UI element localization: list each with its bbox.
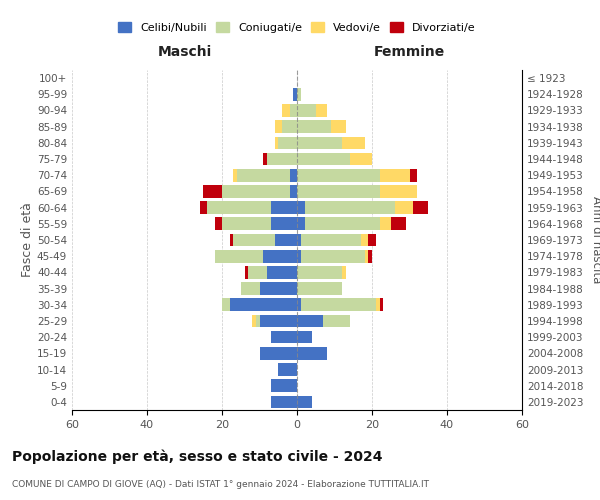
Bar bbox=[275, 120, 282, 133]
Bar bbox=[222, 185, 290, 198]
Bar bbox=[215, 250, 263, 262]
Bar bbox=[316, 104, 327, 117]
Bar bbox=[229, 298, 297, 311]
Bar bbox=[297, 234, 301, 246]
Bar bbox=[260, 282, 297, 295]
Bar bbox=[380, 298, 383, 311]
Bar bbox=[297, 185, 380, 198]
Bar bbox=[301, 250, 365, 262]
Bar bbox=[260, 347, 297, 360]
Text: Femmine: Femmine bbox=[374, 44, 445, 59]
Bar bbox=[297, 88, 301, 101]
Bar bbox=[271, 218, 297, 230]
Bar bbox=[263, 152, 267, 166]
Bar bbox=[342, 266, 346, 278]
Bar bbox=[275, 136, 278, 149]
Bar bbox=[271, 331, 297, 344]
Y-axis label: Fasce di età: Fasce di età bbox=[21, 202, 34, 278]
Text: Maschi: Maschi bbox=[157, 44, 212, 59]
Bar bbox=[237, 169, 290, 181]
Bar bbox=[297, 347, 327, 360]
Text: Popolazione per età, sesso e stato civile - 2024: Popolazione per età, sesso e stato civil… bbox=[12, 450, 383, 464]
Bar bbox=[297, 266, 342, 278]
Bar bbox=[349, 152, 372, 166]
Bar bbox=[278, 136, 297, 149]
Bar bbox=[267, 266, 297, 278]
Bar bbox=[233, 169, 237, 181]
Bar bbox=[241, 282, 260, 295]
Bar bbox=[323, 314, 349, 328]
Bar bbox=[256, 314, 260, 328]
Bar bbox=[305, 202, 395, 214]
Bar bbox=[380, 218, 391, 230]
Bar bbox=[252, 314, 256, 328]
Bar bbox=[297, 104, 316, 117]
Bar bbox=[395, 202, 413, 214]
Bar bbox=[290, 169, 297, 181]
Bar bbox=[368, 234, 376, 246]
Bar bbox=[271, 202, 297, 214]
Bar bbox=[203, 185, 222, 198]
Bar bbox=[199, 202, 207, 214]
Bar bbox=[297, 314, 323, 328]
Legend: Celibi/Nubili, Coniugati/e, Vedovi/e, Divorziati/e: Celibi/Nubili, Coniugati/e, Vedovi/e, Di… bbox=[114, 18, 480, 38]
Bar bbox=[290, 185, 297, 198]
Bar bbox=[301, 234, 361, 246]
Bar bbox=[368, 250, 372, 262]
Bar bbox=[271, 396, 297, 408]
Bar bbox=[229, 234, 233, 246]
Bar bbox=[222, 218, 271, 230]
Bar bbox=[248, 266, 267, 278]
Bar bbox=[271, 380, 297, 392]
Bar bbox=[233, 234, 275, 246]
Text: COMUNE DI CAMPO DI GIOVE (AQ) - Dati ISTAT 1° gennaio 2024 - Elaborazione TUTTIT: COMUNE DI CAMPO DI GIOVE (AQ) - Dati IST… bbox=[12, 480, 429, 489]
Bar bbox=[207, 202, 271, 214]
Bar bbox=[365, 250, 368, 262]
Bar bbox=[391, 218, 406, 230]
Bar bbox=[290, 104, 297, 117]
Bar bbox=[278, 363, 297, 376]
Bar bbox=[297, 396, 312, 408]
Bar bbox=[215, 218, 222, 230]
Bar bbox=[282, 104, 290, 117]
Bar bbox=[297, 282, 342, 295]
Bar bbox=[245, 266, 248, 278]
Bar bbox=[222, 298, 229, 311]
Bar bbox=[293, 88, 297, 101]
Bar bbox=[263, 250, 297, 262]
Bar bbox=[380, 169, 409, 181]
Bar bbox=[342, 136, 365, 149]
Y-axis label: Anni di nascita: Anni di nascita bbox=[590, 196, 600, 284]
Bar bbox=[297, 250, 301, 262]
Bar bbox=[331, 120, 346, 133]
Bar bbox=[297, 202, 305, 214]
Bar bbox=[301, 298, 376, 311]
Bar bbox=[380, 185, 417, 198]
Bar bbox=[260, 314, 297, 328]
Bar bbox=[361, 234, 368, 246]
Bar bbox=[275, 234, 297, 246]
Bar bbox=[297, 298, 301, 311]
Bar bbox=[267, 152, 297, 166]
Bar bbox=[413, 202, 428, 214]
Bar bbox=[297, 120, 331, 133]
Bar bbox=[297, 169, 380, 181]
Bar bbox=[297, 218, 305, 230]
Bar bbox=[376, 298, 380, 311]
Bar bbox=[297, 136, 342, 149]
Bar bbox=[409, 169, 417, 181]
Bar bbox=[297, 331, 312, 344]
Bar bbox=[305, 218, 380, 230]
Bar bbox=[282, 120, 297, 133]
Bar bbox=[297, 152, 349, 166]
